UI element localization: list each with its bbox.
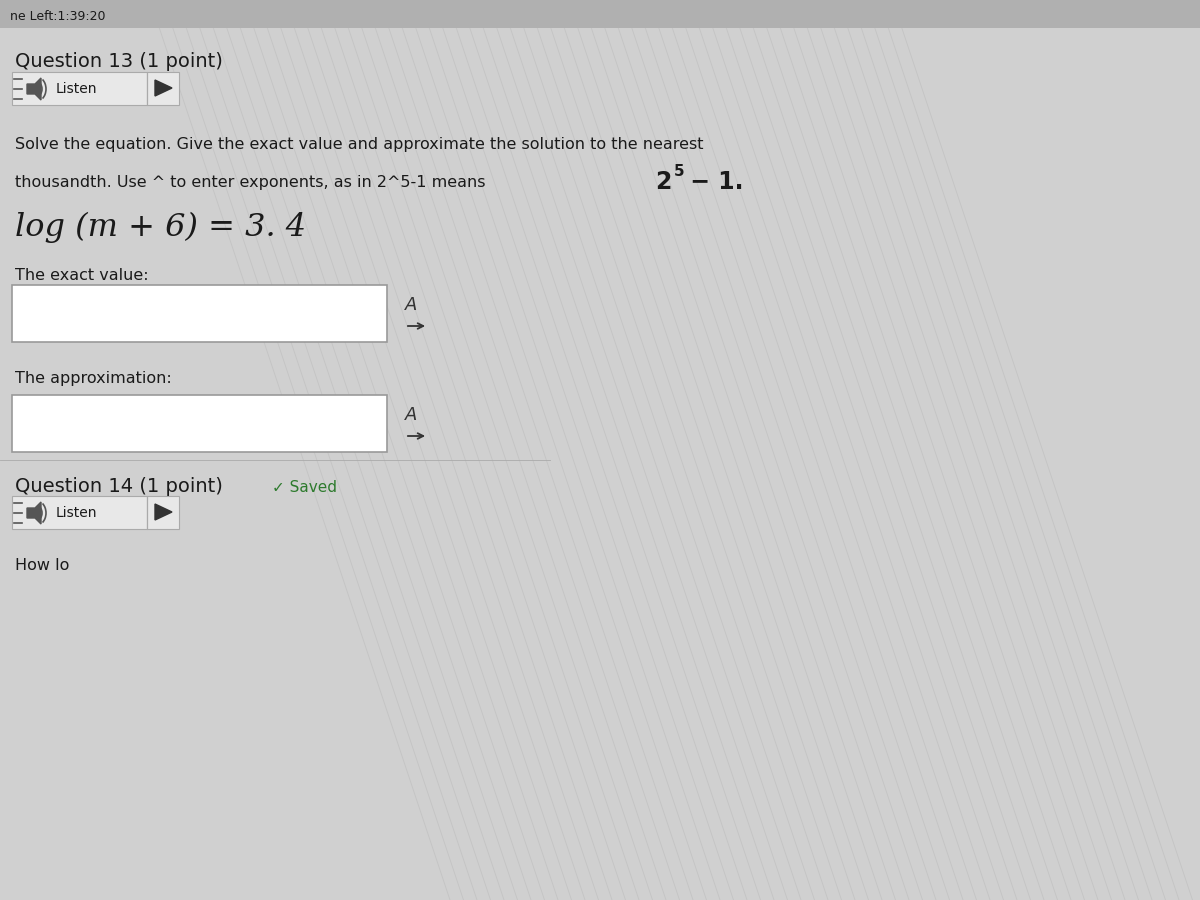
Bar [148, 72, 179, 105]
Bar [12, 496, 148, 529]
Text: A: A [406, 406, 418, 424]
Text: 2: 2 [655, 170, 671, 194]
Text: Solve the equation. Give the exact value and approximate the solution to the nea: Solve the equation. Give the exact value… [14, 138, 703, 152]
Text: How lo: How lo [14, 557, 70, 572]
Bar [12, 395, 386, 452]
Text: Question 13 (1 point): Question 13 (1 point) [14, 52, 223, 71]
Text: The exact value:: The exact value: [14, 267, 149, 283]
Bar [148, 496, 179, 529]
Bar [12, 72, 148, 105]
Text: Question 14 (1 point): Question 14 (1 point) [14, 478, 223, 497]
Text: log (m + 6) = 3. 4: log (m + 6) = 3. 4 [14, 212, 306, 243]
Bar [0, 0, 1200, 28]
Polygon shape [28, 78, 41, 100]
Polygon shape [28, 502, 41, 524]
Bar [12, 285, 386, 342]
Text: − 1.: − 1. [682, 170, 744, 194]
Text: ✓ Saved: ✓ Saved [272, 480, 337, 494]
Text: Listen: Listen [56, 82, 97, 96]
Text: thousandth. Use ^ to enter exponents, as in 2^5-1 means: thousandth. Use ^ to enter exponents, as… [14, 175, 491, 190]
Text: 5: 5 [674, 165, 685, 179]
Text: The approximation:: The approximation: [14, 371, 172, 385]
Text: A: A [406, 296, 418, 314]
Text: Listen: Listen [56, 506, 97, 520]
Text: ne Left:1:39:20: ne Left:1:39:20 [10, 10, 106, 22]
Polygon shape [155, 504, 172, 520]
Polygon shape [155, 80, 172, 96]
